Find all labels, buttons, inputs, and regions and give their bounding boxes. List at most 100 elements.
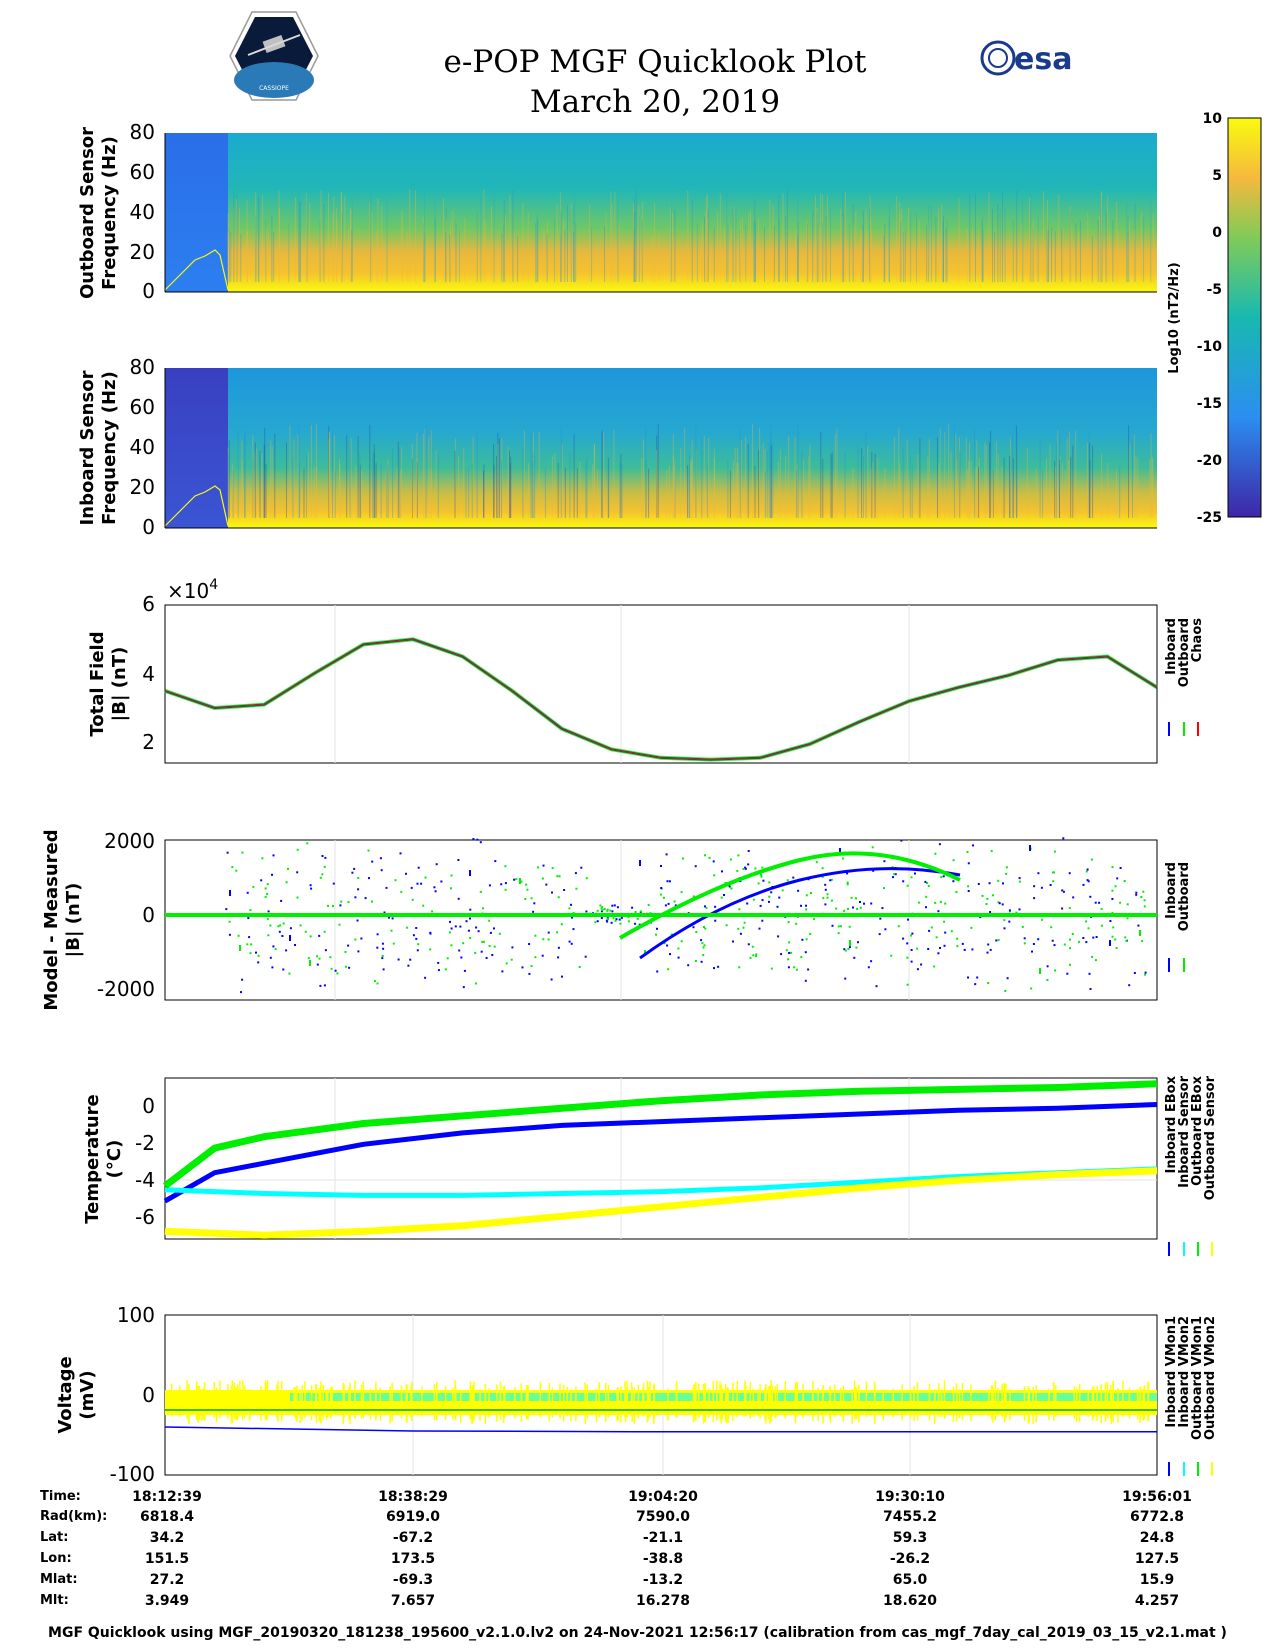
outboard-spectrogram-yticks: 80 60 40 20 0 xyxy=(130,120,155,303)
tf-legend-chaos: Chaos xyxy=(1190,618,1205,662)
eph-label-mlt: Mlt: xyxy=(40,1593,69,1608)
eph-cell-3-4: 65.0 xyxy=(892,1572,928,1588)
volt-legend-inboard-vmon2: Inboard VMon2 xyxy=(1177,1316,1192,1428)
mm-ylabel-line2: |B| (nT) xyxy=(63,883,84,958)
tf-legend-outboard: Outboard xyxy=(1177,618,1192,687)
footer-caption: MGF Quicklook using MGF_20190320_181238_… xyxy=(48,1625,1227,1641)
temperature-panel: 0 -2 -4 -6 Temperature (°C) Inboard EBox… xyxy=(82,1075,1218,1256)
page-date: March 20, 2019 xyxy=(529,84,781,120)
eph-label-lat: Lat: xyxy=(40,1530,69,1545)
spec1-ytick-40: 40 xyxy=(130,200,155,224)
eph-cell-1-5: 7.657 xyxy=(390,1593,436,1609)
volt-legend-outboard-vmon2: Outboard VMon2 xyxy=(1203,1316,1218,1440)
temp-legend-outboard-ebox: Outboard EBox xyxy=(1190,1075,1205,1185)
eph-cell-3-0: 19:30:10 xyxy=(875,1489,945,1505)
inboard-spectrogram-early-block xyxy=(165,368,228,528)
spec1-ytick-0: 0 xyxy=(142,279,155,303)
tf-exponent-power: 4 xyxy=(209,577,218,593)
cb-tick-m10: -10 xyxy=(1197,339,1223,355)
mm-ytick-0: 0 xyxy=(142,903,155,927)
temp-ytick-0: 0 xyxy=(142,1094,155,1118)
volt-inboard-vmon2-band xyxy=(290,1393,1157,1401)
eph-cell-0-3: 151.5 xyxy=(144,1551,190,1567)
eph-cell-2-4: -13.2 xyxy=(642,1572,684,1588)
inboard-spectrogram-image xyxy=(228,368,1157,528)
total-field-panel: 6 4 2 ×104 Total Field |B| (nT) Inboard … xyxy=(87,577,1205,764)
eph-cell-2-1: 7590.0 xyxy=(635,1509,691,1525)
eph-label-mlat: Mlat: xyxy=(40,1572,78,1587)
eph-cell-2-0: 19:04:20 xyxy=(628,1489,698,1505)
mm-outboard-trend xyxy=(618,851,961,940)
eph-cell-0-4: 27.2 xyxy=(149,1572,185,1588)
spec1-ytick-20: 20 xyxy=(130,240,155,264)
tf-ylabel-line1: Total Field xyxy=(87,631,108,736)
temp-outboard-sensor-line xyxy=(164,1167,1158,1239)
spec2-ytick-60: 60 xyxy=(130,395,155,419)
volt-ytick-0: 0 xyxy=(142,1383,155,1407)
charts-canvas: 80 60 40 20 0 Outboard Sensor Frequency … xyxy=(41,111,1262,1486)
temp-axes xyxy=(164,1077,1158,1240)
mm-legend-inboard: Inboard xyxy=(1164,862,1179,919)
spec2-ytick-80: 80 xyxy=(130,355,155,379)
esa-logo: esa xyxy=(978,36,1088,84)
temp-legend-outboard-sensor: Outboard Sensor xyxy=(1203,1075,1218,1200)
spec1-ytick-60: 60 xyxy=(130,160,155,184)
mm-axes xyxy=(164,839,1158,1001)
cb-tick-0: 0 xyxy=(1212,225,1222,241)
temp-legend-inboard-ebox: Inboard EBox xyxy=(1164,1075,1179,1173)
eph-cell-4-5: 4.257 xyxy=(1134,1593,1180,1609)
spec2-ytick-0: 0 xyxy=(142,515,155,539)
outboard-harmonic-line xyxy=(164,249,229,291)
spec2-ylabel-line1: Inboard Sensor xyxy=(77,370,98,525)
eph-cell-4-2: 24.8 xyxy=(1139,1530,1175,1546)
eph-cell-1-2: -67.2 xyxy=(392,1530,434,1546)
eph-cell-4-4: 15.9 xyxy=(1139,1572,1175,1588)
mm-inboard-trend xyxy=(639,867,961,960)
tf-exponent: ×104 xyxy=(167,577,218,603)
eph-cell-0-0: 18:12:39 xyxy=(132,1489,202,1505)
eph-cell-4-3: 127.5 xyxy=(1134,1551,1180,1567)
volt-ytick-100: 100 xyxy=(117,1303,155,1327)
cb-tick-m25: -25 xyxy=(1197,510,1222,526)
inboard-harmonic-line xyxy=(164,485,229,527)
temp-ytick-m2: -2 xyxy=(135,1131,155,1155)
eph-label-rad: Rad(km): xyxy=(40,1509,108,1524)
outboard-spectrogram-early-block xyxy=(165,133,228,292)
spec1-ylabel-line2: Frequency (Hz) xyxy=(99,136,120,290)
mm-ytick-m2000: -2000 xyxy=(97,977,155,1001)
inboard-spectrogram-yticks: 80 60 40 20 0 xyxy=(130,355,155,539)
cb-tick-m5: -5 xyxy=(1206,282,1222,298)
eph-cell-0-2: 34.2 xyxy=(149,1530,185,1546)
tf-ytick-2: 2 xyxy=(142,730,155,754)
eph-cell-3-3: -26.2 xyxy=(889,1551,931,1567)
mm-ytick-2000: 2000 xyxy=(104,829,155,853)
eph-cell-0-5: 3.949 xyxy=(144,1593,190,1609)
volt-inboard-vmon1-line xyxy=(164,1426,1157,1433)
temp-inboard-ebox-line xyxy=(163,1102,1158,1204)
cb-tick-10: 10 xyxy=(1203,111,1223,127)
cb-tick-5: 5 xyxy=(1212,168,1222,184)
eph-cell-1-0: 18:38:29 xyxy=(378,1489,448,1505)
eph-cell-3-1: 7455.2 xyxy=(882,1509,938,1525)
eph-cell-0-1: 6818.4 xyxy=(139,1509,195,1525)
volt-legend-inboard-vmon1: Inboard VMon1 xyxy=(1164,1316,1179,1428)
mm-legend-outboard: Outboard xyxy=(1177,862,1192,931)
eph-cell-4-1: 6772.8 xyxy=(1129,1509,1185,1525)
eph-cell-2-2: -21.1 xyxy=(642,1530,684,1546)
total-field-axes xyxy=(164,604,1158,764)
eph-cell-3-2: 59.3 xyxy=(892,1530,928,1546)
eph-cell-4-0: 19:56:01 xyxy=(1122,1489,1192,1505)
outboard-spectrogram-image xyxy=(228,133,1157,292)
temp-ytick-m6: -6 xyxy=(135,1205,155,1229)
inboard-spectrogram: 80 60 40 20 0 Inboard Sensor Frequency (… xyxy=(77,355,1157,539)
temp-ylabel-line1: Temperature xyxy=(82,1094,103,1223)
temp-ylabel-line2: (°C) xyxy=(104,1140,125,1179)
eph-cell-3-5: 18.620 xyxy=(882,1593,938,1609)
eph-cell-1-3: 173.5 xyxy=(390,1551,436,1567)
outboard-spectrogram-streaks xyxy=(227,188,1154,282)
tf-ylabel-line2: |B| (nT) xyxy=(109,647,130,722)
tf-exponent-base: ×10 xyxy=(167,579,209,603)
volt-legend-outboard-vmon1: Outboard VMon1 xyxy=(1190,1316,1205,1440)
psd-colorbar: 10 5 0 -5 -10 -15 -20 -25 Log10 (nT2/Hz) xyxy=(1167,111,1262,526)
eph-cell-1-1: 6919.0 xyxy=(385,1509,441,1525)
